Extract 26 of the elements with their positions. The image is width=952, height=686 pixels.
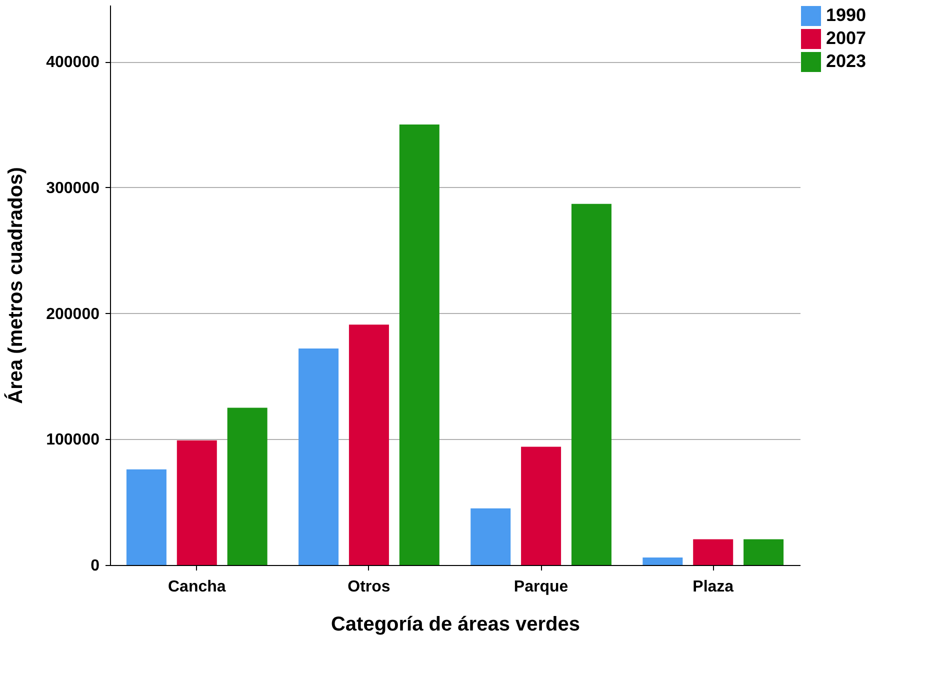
y-tick-label: 400000 bbox=[46, 54, 100, 72]
bar bbox=[298, 348, 339, 565]
y-tick-label: 0 bbox=[90, 558, 100, 574]
bar bbox=[521, 446, 562, 565]
bar bbox=[642, 557, 683, 565]
legend-label: 1990 bbox=[826, 5, 866, 25]
x-tick-label: Otros bbox=[348, 578, 390, 596]
legend-label: 2023 bbox=[826, 51, 866, 71]
y-tick-label: 300000 bbox=[46, 180, 100, 197]
bar bbox=[348, 324, 389, 565]
bar bbox=[693, 539, 734, 565]
bar bbox=[126, 469, 166, 565]
x-tick-label: Plaza bbox=[692, 578, 734, 596]
x-tick-label: Parque bbox=[514, 578, 568, 596]
bar bbox=[744, 539, 784, 565]
x-axis-title: Categoría de áreas verdes bbox=[330, 614, 580, 636]
y-tick-label: 100000 bbox=[46, 432, 100, 449]
bar bbox=[470, 508, 511, 565]
x-tick-label: Cancha bbox=[168, 578, 226, 596]
y-axis-title: Área (metros cuadrados) bbox=[4, 167, 28, 404]
bar bbox=[227, 408, 268, 565]
y-tick-label: 200000 bbox=[46, 306, 100, 323]
legend-label: 2007 bbox=[826, 28, 866, 48]
bar bbox=[399, 124, 440, 565]
bar bbox=[176, 440, 217, 565]
bar bbox=[571, 204, 612, 565]
